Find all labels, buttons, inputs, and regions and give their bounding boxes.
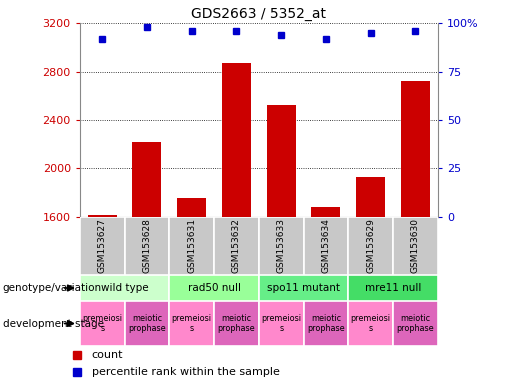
Text: premeiosi
s: premeiosi s xyxy=(171,314,212,333)
Text: percentile rank within the sample: percentile rank within the sample xyxy=(92,366,280,377)
Bar xyxy=(259,217,303,275)
Text: premeiosi
s: premeiosi s xyxy=(261,314,301,333)
Bar xyxy=(177,198,206,384)
Text: GSM153627: GSM153627 xyxy=(98,218,107,273)
Text: GSM153631: GSM153631 xyxy=(187,218,196,273)
Text: meiotic
prophase: meiotic prophase xyxy=(218,314,255,333)
Bar xyxy=(312,207,340,384)
Bar xyxy=(88,215,117,384)
Text: premeiosi
s: premeiosi s xyxy=(82,314,122,333)
Text: GSM153634: GSM153634 xyxy=(321,218,331,273)
Bar xyxy=(132,142,162,384)
Bar xyxy=(80,275,169,301)
Bar xyxy=(125,301,169,346)
Bar xyxy=(214,217,259,275)
Bar xyxy=(80,217,125,275)
Text: premeiosi
s: premeiosi s xyxy=(351,314,391,333)
Text: GSM153632: GSM153632 xyxy=(232,218,241,273)
Bar xyxy=(393,301,438,346)
Text: count: count xyxy=(92,350,123,360)
Bar xyxy=(348,301,393,346)
Bar xyxy=(169,217,214,275)
Bar xyxy=(169,301,214,346)
Text: spo11 mutant: spo11 mutant xyxy=(267,283,340,293)
Text: genotype/variation: genotype/variation xyxy=(3,283,101,293)
Text: GSM153633: GSM153633 xyxy=(277,218,286,273)
Bar xyxy=(214,301,259,346)
Bar xyxy=(267,106,296,384)
Bar xyxy=(401,81,430,384)
Text: GSM153630: GSM153630 xyxy=(411,218,420,273)
Text: rad50 null: rad50 null xyxy=(187,283,241,293)
Text: GSM153629: GSM153629 xyxy=(366,218,375,273)
Bar xyxy=(169,275,259,301)
Bar xyxy=(303,301,348,346)
Bar xyxy=(259,301,303,346)
Bar xyxy=(259,275,348,301)
Text: wild type: wild type xyxy=(101,283,148,293)
Text: mre11 null: mre11 null xyxy=(365,283,421,293)
Bar xyxy=(125,217,169,275)
Text: meiotic
prophase: meiotic prophase xyxy=(128,314,166,333)
Bar xyxy=(393,217,438,275)
Text: meiotic
prophase: meiotic prophase xyxy=(307,314,345,333)
Bar xyxy=(348,217,393,275)
Bar xyxy=(356,177,385,384)
Text: development stage: development stage xyxy=(3,318,104,329)
Bar xyxy=(303,217,348,275)
Title: GDS2663 / 5352_at: GDS2663 / 5352_at xyxy=(191,7,327,21)
Bar xyxy=(348,275,438,301)
Text: meiotic
prophase: meiotic prophase xyxy=(397,314,434,333)
Bar xyxy=(222,63,251,384)
Text: GSM153628: GSM153628 xyxy=(143,218,151,273)
Bar xyxy=(80,301,125,346)
